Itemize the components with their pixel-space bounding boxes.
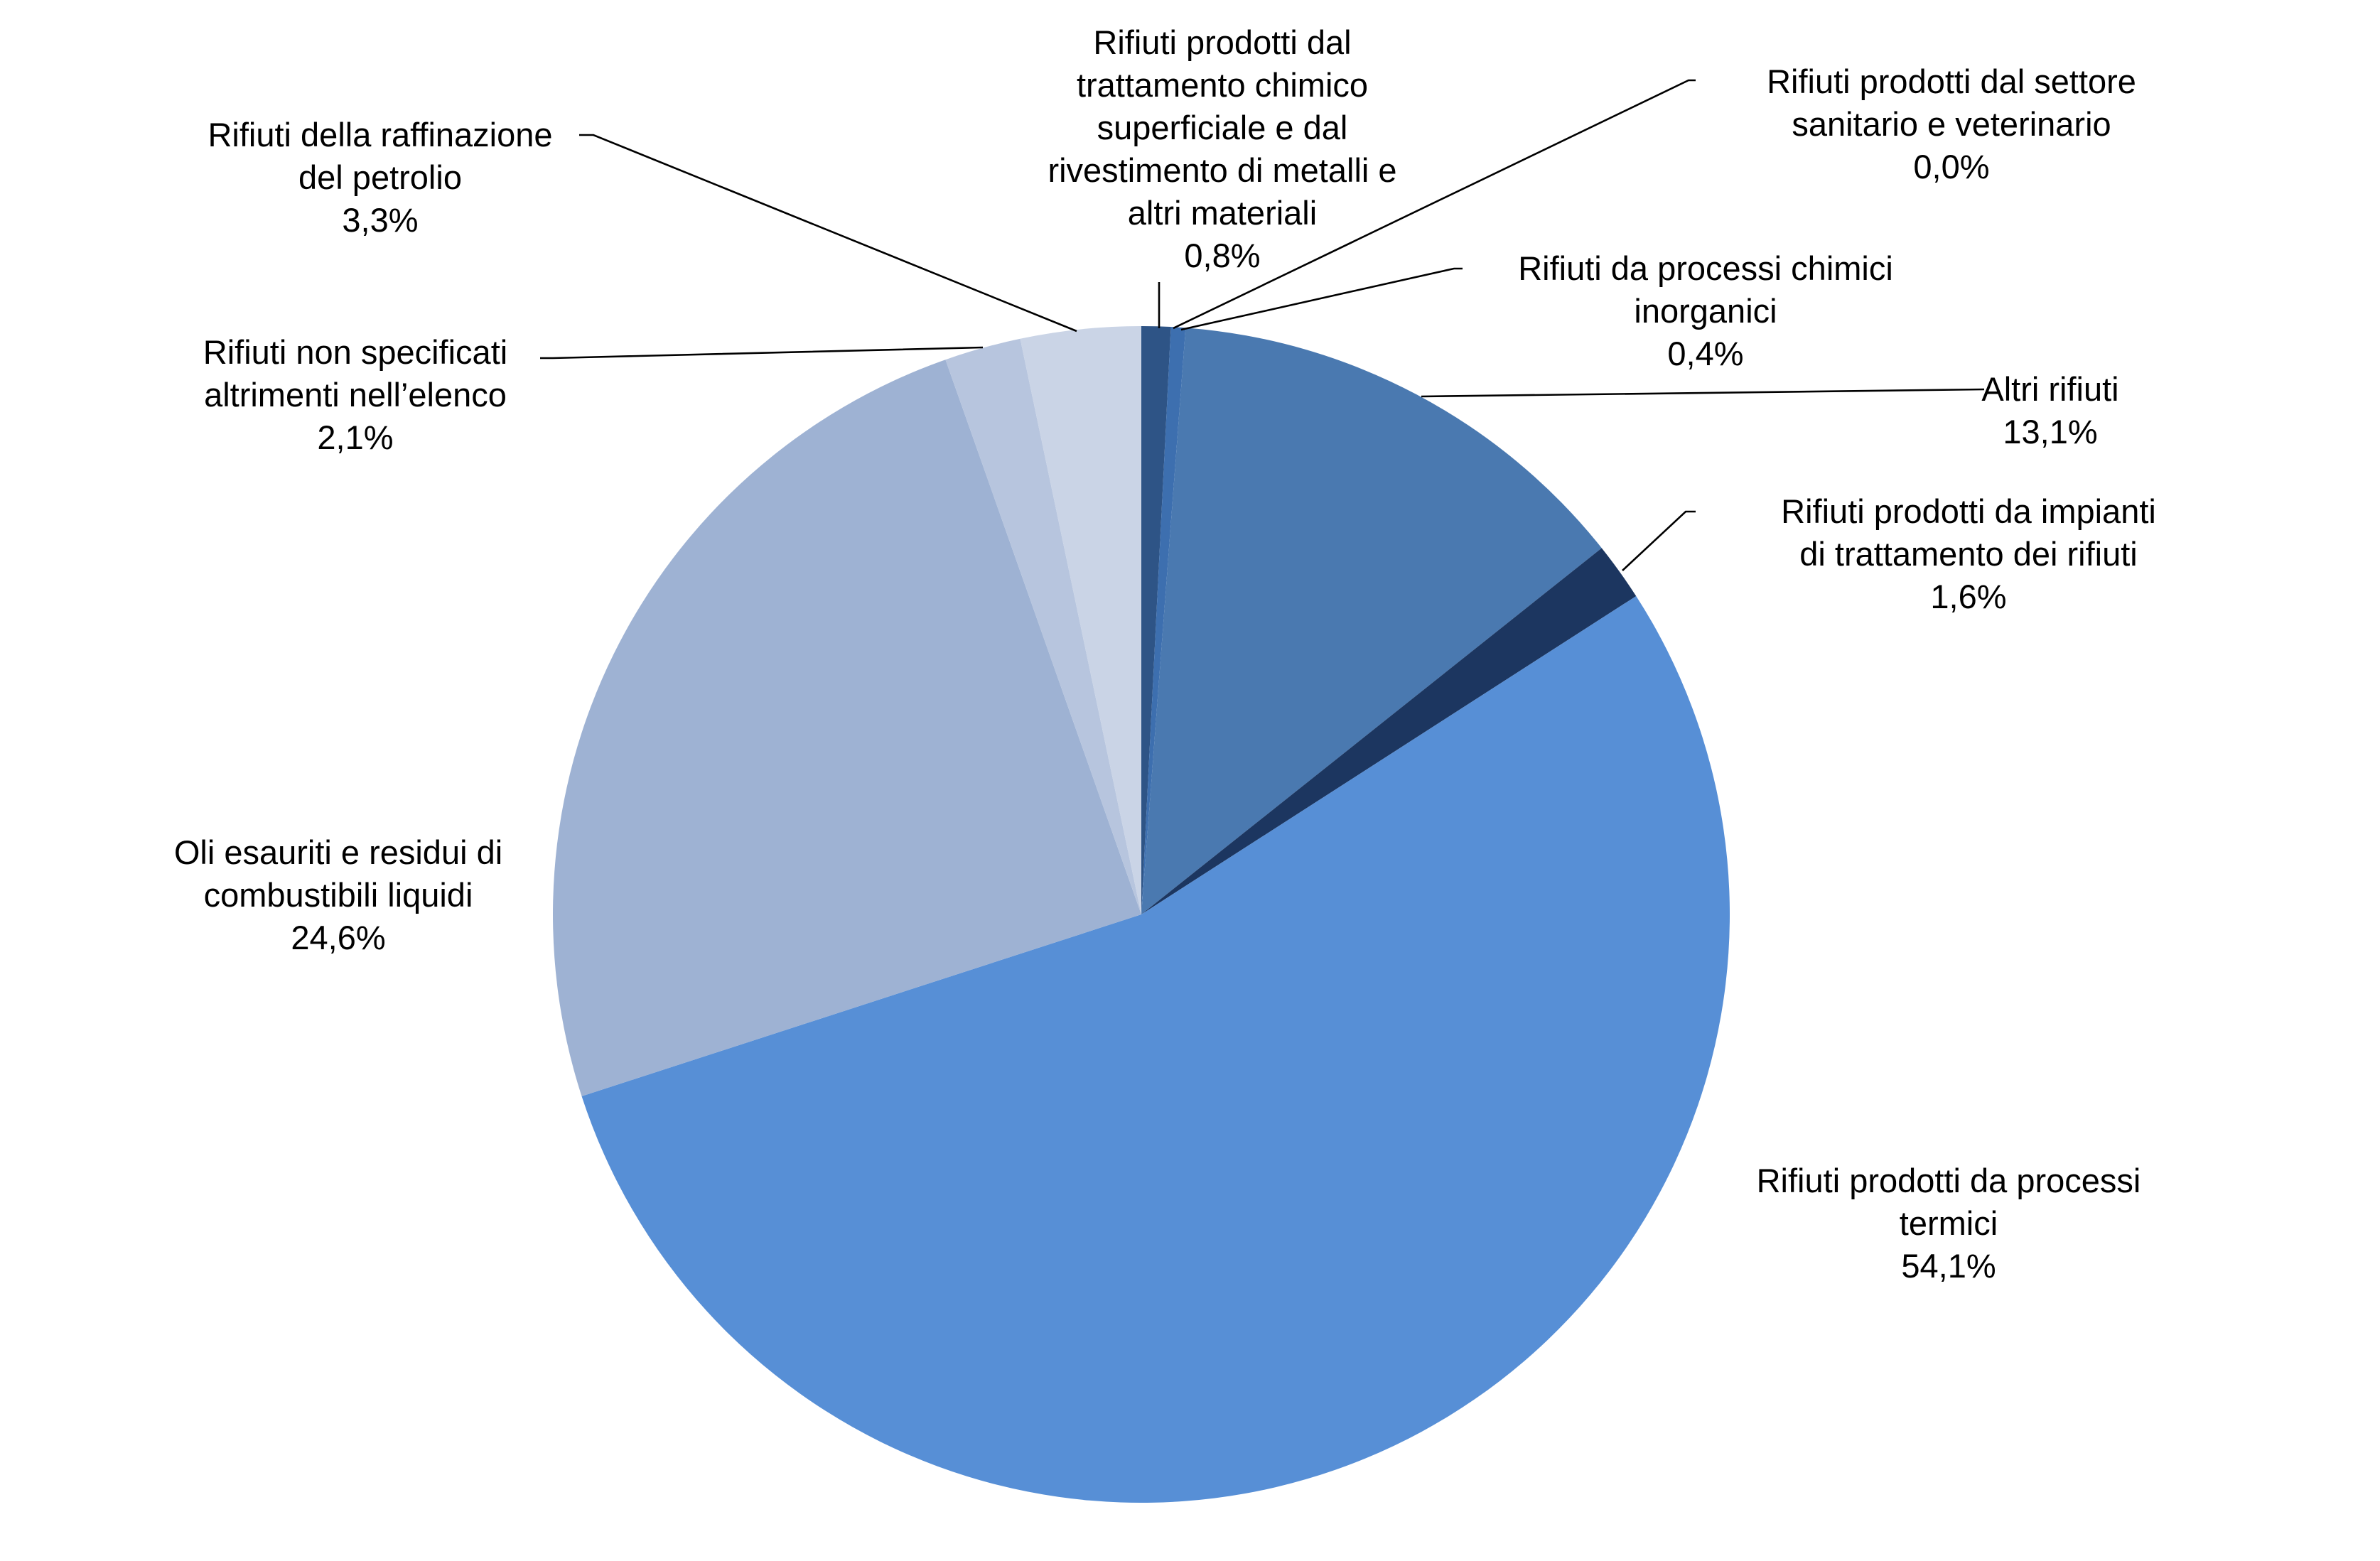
slice-name-line: Rifiuti prodotti da processi bbox=[1757, 1162, 2141, 1199]
pie-slice bbox=[1020, 326, 1141, 914]
slice-name-line: altri materiali bbox=[1128, 194, 1317, 232]
leader-line bbox=[1180, 267, 1463, 331]
slice-value-label: 0,0% bbox=[1913, 148, 1989, 185]
slice-value-label: 0,8% bbox=[1184, 237, 1260, 274]
slice-name-line: termici bbox=[1900, 1204, 1998, 1242]
slice-value-label: 0,4% bbox=[1667, 335, 1743, 372]
slice-name-line: Rifiuti della raffinazione bbox=[208, 116, 552, 153]
slice-label: Rifiuti da processi chimici inorganici 0,4… bbox=[1518, 249, 1893, 372]
slice-name-line: trattamento chimico bbox=[1077, 66, 1368, 104]
slice-label: Rifiuti della raffinazione del petrolio 3,… bbox=[208, 116, 552, 239]
slice-name-line: Rifiuti prodotti da impianti bbox=[1781, 492, 2156, 530]
slice-name-line: Rifiuti non specificati bbox=[203, 333, 507, 371]
slice-name-line: superficiale e dal bbox=[1097, 109, 1348, 146]
slice-name-line: combustibili liquidi bbox=[204, 876, 473, 914]
pie-slice bbox=[1141, 548, 1637, 914]
leader-line bbox=[579, 134, 1077, 333]
slice-value-label: 24,6% bbox=[291, 919, 385, 956]
slice-name-line: del petrolio bbox=[298, 158, 462, 196]
leader-line bbox=[1421, 388, 1985, 398]
slice-name-line: inorganici bbox=[1634, 292, 1777, 330]
slice-label: Rifiuti prodotti da processi termici 54,1% bbox=[1757, 1162, 2141, 1285]
slice-value-label: 2,1% bbox=[317, 418, 393, 456]
slice-name-line: Oli esauriti e residui di bbox=[174, 833, 502, 871]
slice-value-label: 1,6% bbox=[1930, 578, 2006, 615]
leader-lines bbox=[540, 79, 1985, 571]
pie-slice bbox=[1141, 326, 1171, 914]
slice-name-line: Altri rifiuti bbox=[1981, 370, 2118, 408]
slice-name-line: di trattamento dei rifiuti bbox=[1799, 535, 2137, 573]
slice-label: Rifiuti non specificati altrimenti nell’e… bbox=[203, 333, 507, 456]
pie-slice bbox=[1141, 328, 1602, 915]
slice-name-line: Rifiuti da processi chimici bbox=[1518, 249, 1893, 287]
slice-label: Rifiuti prodotti dal settore sanitario e … bbox=[1767, 63, 2136, 185]
slice-name-line: altrimenti nell’elenco bbox=[204, 376, 507, 414]
pie-slice bbox=[553, 360, 1141, 1096]
slice-value-label: 13,1% bbox=[2003, 413, 2097, 450]
slice-name-line: Rifiuti prodotti dal settore bbox=[1767, 63, 2136, 100]
slice-name-line: sanitario e veterinario bbox=[1792, 105, 2111, 143]
slice-label: Rifiuti prodotti dal trattamento chimico s… bbox=[1048, 23, 1396, 274]
pie-slice bbox=[581, 595, 1730, 1503]
slice-label: Rifiuti prodotti da impianti di trattamen… bbox=[1781, 492, 2156, 615]
leader-line bbox=[1173, 79, 1696, 330]
leader-line bbox=[1622, 510, 1696, 571]
slice-labels: Rifiuti prodotti dal trattamento chimico s… bbox=[174, 23, 2156, 1285]
slice-name-line: Rifiuti prodotti dal bbox=[1093, 23, 1351, 61]
slice-label: Oli esauriti e residui di combustibili li… bbox=[174, 833, 502, 956]
slice-name-line: rivestimento di metalli e bbox=[1048, 151, 1396, 189]
leader-line bbox=[540, 346, 984, 360]
slice-value-label: 3,3% bbox=[342, 201, 418, 239]
pie-slice bbox=[1141, 327, 1186, 914]
pie-slices bbox=[553, 326, 1730, 1503]
slice-value-label: 54,1% bbox=[1901, 1247, 1996, 1285]
pie-slice bbox=[945, 338, 1141, 914]
slice-label: Altri rifiuti 13,1% bbox=[1981, 370, 2118, 450]
